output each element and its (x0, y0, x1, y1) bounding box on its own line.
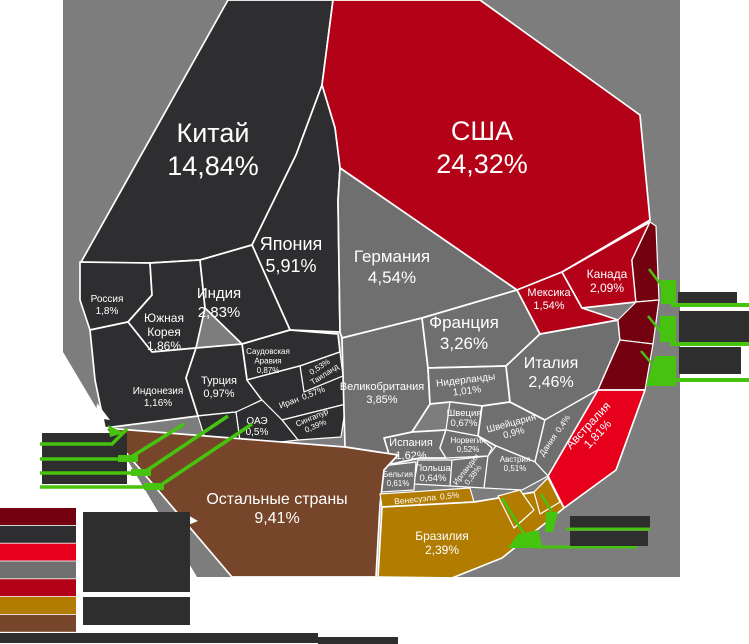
label-germany: Германия 4,54% (354, 247, 430, 287)
callout-arrow-line (40, 427, 129, 446)
legend-swatch-oceania (0, 543, 76, 561)
label-belgium: Бельгия 0,61% (383, 470, 413, 488)
legend (0, 508, 190, 632)
label-brazil: Бразилия 2,39% (415, 529, 469, 557)
cell-australia (547, 389, 646, 509)
label-rest-of-world: Остальные страны 9,41% (206, 491, 347, 527)
label-canada: Канада 2,09% (587, 267, 628, 295)
legend-swatch-north-america (0, 579, 76, 597)
label-italy: Италия 2,46% (524, 355, 578, 391)
arrow-elbow (131, 469, 151, 476)
cell-rest-of-world (104, 427, 399, 578)
label-venezuela: Венесуэла 0,5% (394, 490, 461, 507)
label-russia: Россия 1,8% (91, 294, 124, 317)
label-uk: Великобритания 3,85% (340, 381, 425, 406)
label-usa: США 24,32% (436, 116, 528, 179)
arrow-block (508, 530, 543, 548)
label-sweden: Швеция 0,67% (447, 408, 482, 429)
label-norway: Норвегия 0,52% (450, 436, 485, 454)
label-austria: Австрия 0,51% (500, 455, 530, 473)
redacted-label-box (678, 292, 737, 303)
cell-mexico (516, 271, 619, 335)
label-south-korea: Южная Корея 1,86% (144, 311, 184, 353)
arrow-elbow (118, 455, 138, 462)
redacted-legend-labels (83, 597, 190, 625)
redacted-label-box (570, 516, 650, 528)
legend-swatch-europe (0, 561, 76, 579)
label-france: Франция 3,26% (429, 313, 499, 353)
label-mexico: Мексика 1,54% (527, 287, 571, 312)
label-japan: Япония 5,91% (260, 234, 323, 276)
legend-swatch-maroon (0, 508, 76, 525)
label-turkey: Турция 0,97% (201, 375, 237, 400)
redacted-caption (318, 637, 398, 644)
arrow-elbow (144, 483, 164, 490)
cell-unlabeled-gold-2 (533, 477, 561, 515)
callout-arrow-line (536, 532, 637, 549)
redacted-legend-labels (83, 512, 190, 592)
arrow-block (545, 512, 558, 532)
callout-right (640, 268, 749, 386)
legend-swatch-asia (0, 525, 76, 543)
redacted-label-box (679, 311, 749, 342)
cell-unlabeled-gold-1 (497, 489, 535, 529)
label-poland: Польша 0,64% (415, 463, 451, 484)
legend-swatch-south-america (0, 597, 76, 614)
label-saudi-arabia: Саудовская Аравия 0,87% (246, 347, 290, 375)
arrowhead-icon (108, 425, 124, 437)
label-uae: ОАЭ 0,5% (246, 416, 269, 438)
legend-swatch-rest (0, 614, 76, 632)
callout-arrow-line (500, 497, 526, 535)
arrow-block (661, 280, 676, 304)
callout-bottom (500, 493, 650, 549)
redacted-label-box (679, 347, 741, 374)
pointer-arrow-icon (95, 403, 110, 431)
label-indonesia: Индонезия 1,16% (133, 386, 184, 409)
redacted-label-box (570, 531, 648, 546)
redacted-caption (0, 633, 318, 643)
arrow-block (660, 316, 676, 342)
treemap-cells (79, 0, 660, 579)
callout-arrow-line (539, 493, 554, 513)
label-india: Индия 2,83% (197, 285, 241, 321)
label-china: Китай 14,84% (167, 118, 259, 181)
cell-austria (483, 445, 549, 491)
label-spain: Испания 1,62% (389, 437, 433, 462)
callout-left (40, 414, 253, 490)
